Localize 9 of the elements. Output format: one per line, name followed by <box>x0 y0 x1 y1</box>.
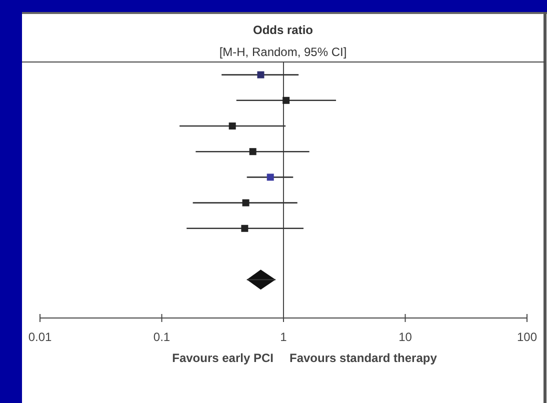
x-tick-label: 0.1 <box>153 330 170 344</box>
chart-subtitle: [M-H, Random, 95% CI] <box>219 45 347 59</box>
text: Favours standard therapy <box>290 351 438 365</box>
text: Favours early PCI <box>172 351 274 365</box>
chart-title: Odds ratio <box>252 23 314 37</box>
x-tick-label: 1 <box>280 330 288 344</box>
x-tick-label: 100 <box>516 330 538 344</box>
x-tick-label: 10 <box>398 330 412 344</box>
x-tick-label: 0.01 <box>28 330 52 344</box>
